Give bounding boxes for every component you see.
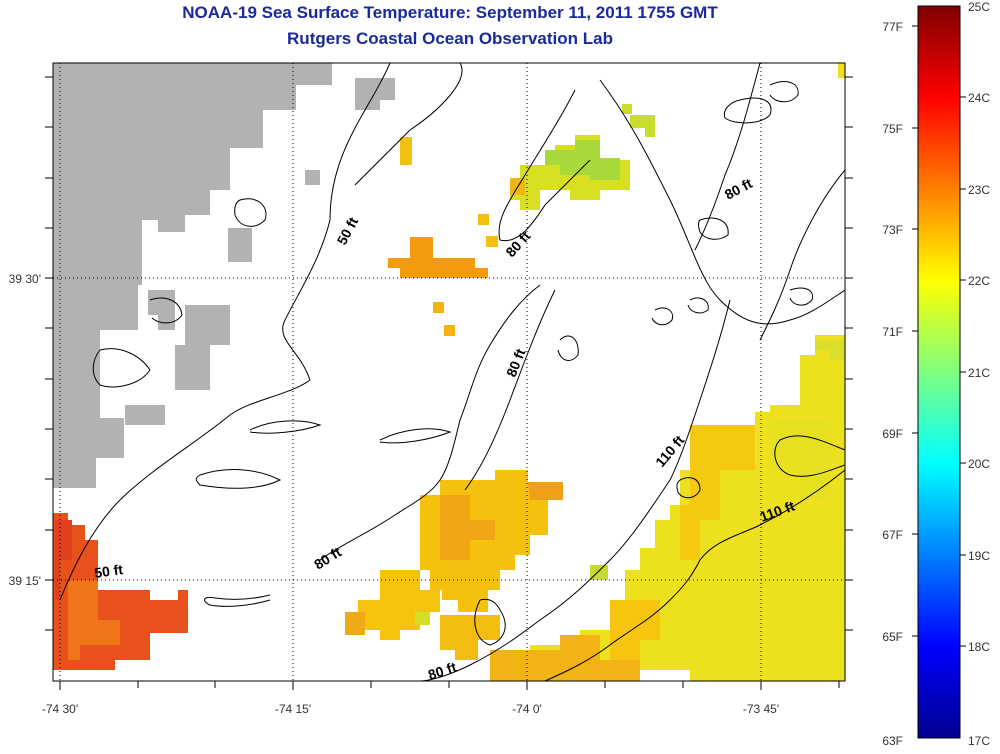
colorbar-c-label: 19C — [968, 549, 990, 563]
colorbar-f-label: 71F — [882, 325, 903, 339]
colorbar-c-label: 18C — [968, 640, 990, 654]
sst-pixel — [486, 236, 498, 247]
graticule — [53, 63, 845, 681]
depth-label: 50 ft — [93, 561, 124, 581]
sst-pixels — [53, 63, 845, 681]
land-mask — [53, 63, 395, 488]
sst-patch-se-mid — [770, 420, 830, 500]
colorbar-f-label: 77F — [882, 20, 903, 34]
sst-pixel — [400, 137, 412, 165]
x-tick-label: -74 30' — [42, 702, 78, 716]
sst-patch-north-streak — [388, 237, 488, 278]
sst-patch-south-warm — [490, 635, 640, 681]
colorbar-f-label: 69F — [882, 427, 903, 441]
colorbar-f-label: 75F — [882, 122, 903, 136]
sst-pixel — [630, 115, 655, 137]
map-subtitle: Rutgers Coastal Ocean Observation Lab — [287, 29, 613, 48]
sst-patch-central-ne — [528, 482, 563, 500]
colorbar-c-label: 21C — [968, 366, 990, 380]
y-tick-label: 39 15' — [9, 574, 41, 588]
sst-pixel — [590, 565, 608, 580]
sst-pixel — [433, 302, 444, 313]
sst-pixel — [444, 325, 455, 336]
sst-patch-se-warm — [680, 425, 755, 560]
colorbar-gradient — [917, 5, 961, 739]
map-title: NOAA-19 Sea Surface Temperature: Septemb… — [182, 3, 718, 22]
sst-patch-southwest-strip — [440, 615, 500, 660]
sst-pixel — [622, 104, 632, 114]
axis-ticks — [45, 76, 853, 690]
bathymetry-contours — [59, 63, 845, 681]
sst-patch-se-cool — [815, 340, 845, 360]
colorbar-c-label: 25C — [968, 0, 990, 14]
colorbar-f-label: 63F — [882, 734, 903, 748]
x-tick-label: -74 15' — [275, 702, 311, 716]
x-tick-label: -74 0' — [512, 702, 542, 716]
colorbar-f-label: 67F — [882, 528, 903, 542]
sst-pixel — [838, 63, 845, 78]
sst-pixel — [415, 612, 430, 625]
sst-patch-north-green — [545, 140, 620, 180]
y-tick-label: 39 30' — [9, 272, 41, 286]
sst-patch-west-warm — [345, 612, 365, 635]
colorbar-c-label: 22C — [968, 274, 990, 288]
sst-patch-south-mid — [610, 600, 660, 660]
colorbar-f-label: 73F — [882, 223, 903, 237]
colorbar-c-label: 17C — [968, 734, 990, 748]
colorbar-ticks — [912, 25, 966, 647]
colorbar-f-label: 65F — [882, 630, 903, 644]
sst-patch-central-warm — [440, 495, 495, 560]
colorbar-c-label: 23C — [968, 183, 990, 197]
sst-patch-se — [490, 335, 845, 681]
sst-pixel — [478, 214, 489, 225]
x-tick-label: -73 45' — [743, 702, 779, 716]
sst-patch-sw-hot — [55, 520, 72, 600]
colorbar-c-label: 20C — [968, 457, 990, 471]
colorbar-c-label: 24C — [968, 91, 990, 105]
sst-patch-sw-inner — [68, 580, 120, 660]
